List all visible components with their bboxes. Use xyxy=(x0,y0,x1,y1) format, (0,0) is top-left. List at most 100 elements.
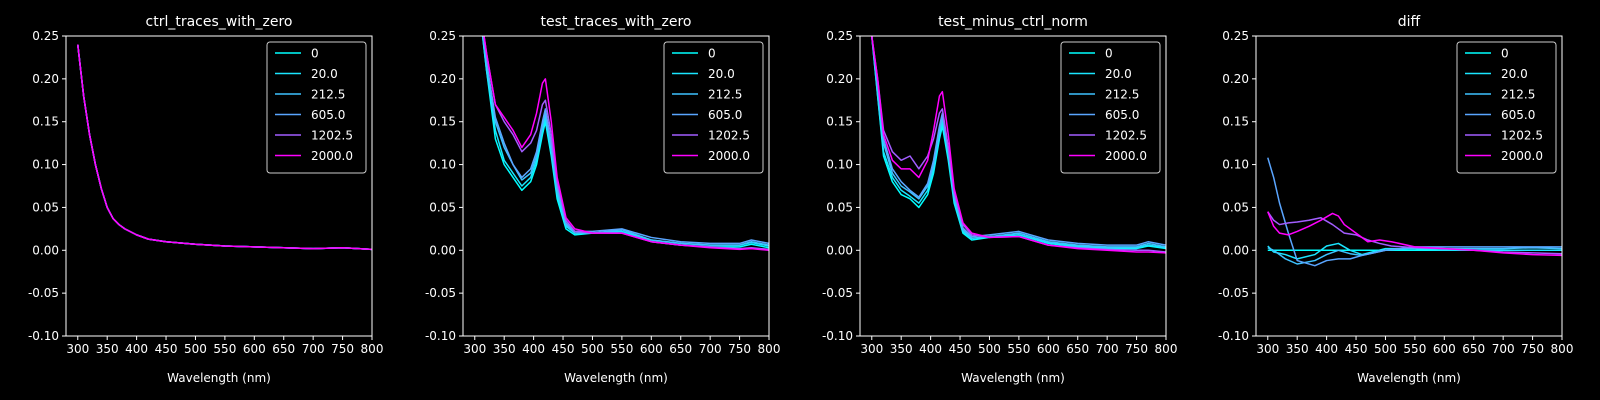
series-line xyxy=(1267,242,1562,260)
panel-test-traces: test_traces_with_zero Wavelength (nm) 30… xyxy=(425,14,781,385)
x-tick-label: 650 xyxy=(669,342,692,356)
series-group xyxy=(481,36,769,252)
legend: 0 20.0 212.5 605.0 1202.5 2000.0 xyxy=(1456,41,1557,174)
legend-label: 20.0 xyxy=(1105,67,1132,81)
chart-title: test_minus_ctrl_norm xyxy=(938,14,1088,30)
chart-title: diff xyxy=(1398,14,1421,30)
x-tick-label: 400 xyxy=(1315,342,1338,356)
legend-label: 1202.5 xyxy=(1501,129,1543,143)
series-line xyxy=(871,36,1166,254)
x-tick-label: 600 xyxy=(243,342,266,356)
y-tick-label: 0.25 xyxy=(32,29,59,43)
y-tick-label: 0.25 xyxy=(826,29,853,43)
legend-label: 0 xyxy=(708,47,716,61)
legend-label: 0 xyxy=(1501,47,1509,61)
x-tick-label: 450 xyxy=(949,342,972,356)
x-tick-label: 300 xyxy=(463,342,486,356)
y-tick-label: 0.25 xyxy=(1222,29,1249,43)
y-tick-label: 0.05 xyxy=(1222,200,1249,214)
series-group xyxy=(871,36,1166,254)
legend-label: 20.0 xyxy=(708,67,735,81)
x-tick-label: 500 xyxy=(581,342,604,356)
y-tick-label: 0.05 xyxy=(32,200,59,214)
y-tick-label: 0.10 xyxy=(826,158,853,172)
x-tick-label: 300 xyxy=(66,342,89,356)
legend-label: 605.0 xyxy=(1105,108,1139,122)
x-axis-label: Wavelength (nm) xyxy=(564,371,668,385)
legend-label: 20.0 xyxy=(1501,67,1528,81)
legend-label: 212.5 xyxy=(1501,88,1535,102)
y-tick-label: 0.05 xyxy=(429,200,456,214)
x-tick-label: 500 xyxy=(184,342,207,356)
y-tick-label: 0.20 xyxy=(1222,72,1249,86)
x-tick-label: 350 xyxy=(890,342,913,356)
legend-label: 212.5 xyxy=(1105,88,1139,102)
x-tick-label: 650 xyxy=(1462,342,1485,356)
series-line xyxy=(1267,246,1562,265)
x-tick-label: 800 xyxy=(361,342,384,356)
x-tick-label: 700 xyxy=(1492,342,1515,356)
x-tick-label: 700 xyxy=(699,342,722,356)
x-tick-label: 650 xyxy=(1066,342,1089,356)
legend: 0 20.0 212.5 605.0 1202.5 2000.0 xyxy=(266,41,367,174)
series-line xyxy=(1267,211,1562,257)
y-tick-label: 0.10 xyxy=(429,158,456,172)
y-tick-label: 0.00 xyxy=(32,243,59,257)
legend-label: 0 xyxy=(311,47,319,61)
y-tick-label: 0.00 xyxy=(429,243,456,257)
y-tick-label: 0.20 xyxy=(32,72,59,86)
x-tick-label: 300 xyxy=(860,342,883,356)
series-line xyxy=(483,36,769,252)
axes-frame xyxy=(1255,35,1563,337)
legend: 0 20.0 212.5 605.0 1202.5 2000.0 xyxy=(663,41,764,174)
y-tick-label: 0.10 xyxy=(32,158,59,172)
plot-area: 300 350 400 450 500 550 600 650 700 750 800 -0.10 -0… xyxy=(1218,29,1574,356)
legend-label: 212.5 xyxy=(311,88,345,102)
x-tick-label: 400 xyxy=(125,342,148,356)
y-tick-label: 0.15 xyxy=(826,115,853,129)
axes-frame xyxy=(859,35,1167,337)
x-tick-label: 350 xyxy=(96,342,119,356)
plot-area: 300 350 400 450 500 550 600 650 700 750 800 -0.10 -0… xyxy=(822,29,1178,356)
y-tick-label: -0.10 xyxy=(822,329,853,343)
y-tick-label: 0.15 xyxy=(1222,115,1249,129)
x-tick-label: 700 xyxy=(302,342,325,356)
series-line xyxy=(871,36,1166,253)
x-tick-label: 400 xyxy=(522,342,545,356)
y-tick-label: 0.00 xyxy=(826,243,853,257)
x-tick-label: 500 xyxy=(978,342,1001,356)
y-tick-label: -0.05 xyxy=(28,286,59,300)
y-tick-label: 0.20 xyxy=(826,72,853,86)
x-axis-label: Wavelength (nm) xyxy=(167,371,271,385)
x-tick-label: 800 xyxy=(1551,342,1574,356)
x-tick-label: 650 xyxy=(272,342,295,356)
x-tick-label: 350 xyxy=(1286,342,1309,356)
chart-title: test_traces_with_zero xyxy=(541,14,692,30)
y-tick-label: -0.10 xyxy=(1218,329,1249,343)
x-tick-label: 550 xyxy=(1403,342,1426,356)
legend-label: 605.0 xyxy=(1501,108,1535,122)
series-group xyxy=(77,44,372,251)
panel-ctrl-traces: ctrl_traces_with_zero Wavelength (nm) 30… xyxy=(28,14,384,385)
plot-area: 300 350 400 450 500 550 600 650 700 750 800 -0.10 -0… xyxy=(425,29,781,356)
panel-test-minus-ctrl: test_minus_ctrl_norm Wavelength (nm) 300… xyxy=(822,14,1178,385)
legend: 0 20.0 212.5 605.0 1202.5 2000.0 xyxy=(1060,41,1161,174)
y-tick-label: -0.10 xyxy=(425,329,456,343)
legend-box xyxy=(1060,41,1161,174)
legend-label: 2000.0 xyxy=(708,149,750,163)
x-tick-label: 750 xyxy=(1125,342,1148,356)
x-tick-label: 750 xyxy=(331,342,354,356)
legend-label: 0 xyxy=(1105,47,1113,61)
legend-box xyxy=(1456,41,1557,174)
legend-box xyxy=(663,41,764,174)
legend-label: 605.0 xyxy=(311,108,345,122)
x-tick-label: 450 xyxy=(552,342,575,356)
panel-diff: diff Wavelength (nm) 300 350 400 450 500 550 6… xyxy=(1218,14,1574,385)
x-tick-label: 800 xyxy=(1155,342,1178,356)
legend-label: 1202.5 xyxy=(1105,129,1147,143)
y-tick-label: 0.20 xyxy=(429,72,456,86)
legend-label: 1202.5 xyxy=(311,129,353,143)
x-tick-label: 500 xyxy=(1374,342,1397,356)
